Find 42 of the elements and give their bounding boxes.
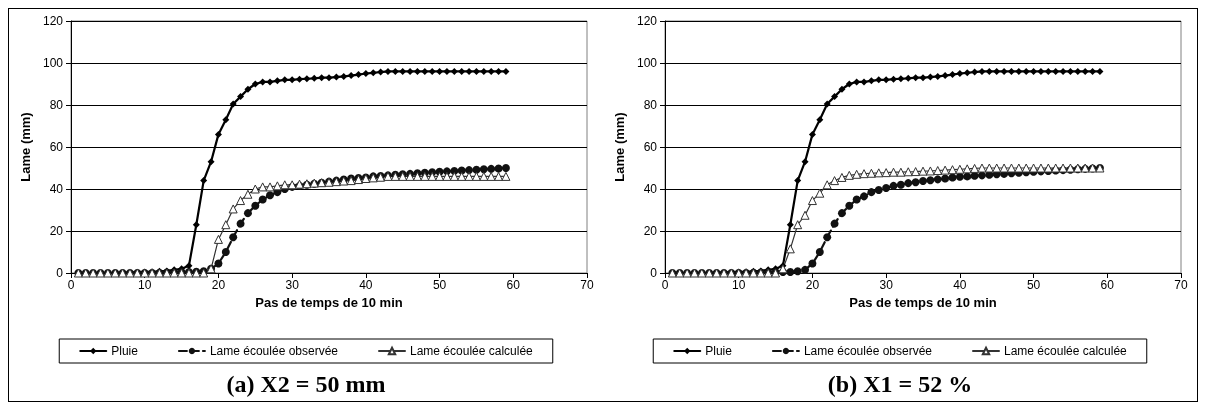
legend-label: Lame écoulée calculée — [1004, 344, 1128, 358]
x-tick-label: 0 — [661, 278, 669, 292]
x-tick-label: 70 — [1174, 278, 1188, 292]
x-tick-label: 60 — [1100, 278, 1115, 292]
text: (b) X1 = 52 % — [827, 371, 973, 397]
y-tick-label: 120 — [636, 14, 658, 28]
y-tick-label: 60 — [49, 140, 64, 154]
y-tick-label: 20 — [643, 224, 658, 238]
y-tick-label: 80 — [49, 98, 64, 112]
y-tick-label: 100 — [636, 56, 658, 70]
y-tick-label: 40 — [49, 182, 64, 196]
legend-label: Lame écoulée calculée — [410, 344, 534, 358]
legend-label: Pluie — [705, 344, 733, 358]
x-tick-label: 10 — [138, 278, 152, 292]
x-tick-label: 10 — [732, 278, 746, 292]
legend-label: Lame écoulée observée — [803, 344, 933, 358]
y-tick-label: 40 — [643, 182, 658, 196]
y-tick-label: 120 — [42, 14, 64, 28]
y-tick-label: 100 — [42, 56, 64, 70]
legend-label: Lame écoulée observée — [209, 344, 339, 358]
y-tick-label: 20 — [49, 224, 64, 238]
x-tick-label: 60 — [506, 278, 521, 292]
y-axis-title: Lame (mm) — [18, 112, 34, 182]
text: (a) X2 = 50 mm — [226, 371, 386, 397]
x-tick-label: 40 — [359, 278, 373, 292]
x-tick-label: 40 — [953, 278, 967, 292]
x-tick-label: 50 — [1026, 278, 1041, 292]
x-tick-label: 70 — [580, 278, 594, 292]
x-axis-title: Pas de temps de 10 min — [849, 294, 997, 310]
y-tick-label: 80 — [643, 98, 658, 112]
x-tick-label: 20 — [805, 278, 820, 292]
x-tick-label: 20 — [211, 278, 226, 292]
y-tick-label: 60 — [643, 140, 658, 154]
y-tick-label: 0 — [56, 266, 64, 280]
x-tick-label: 50 — [432, 278, 447, 292]
x-axis-title: Pas de temps de 10 min — [255, 294, 403, 310]
x-tick-label: 0 — [67, 278, 75, 292]
x-tick-label: 30 — [879, 278, 894, 292]
x-tick-label: 30 — [285, 278, 300, 292]
legend-label: Pluie — [111, 344, 139, 358]
y-tick-label: 0 — [650, 266, 658, 280]
y-axis-title: Lame (mm) — [612, 112, 628, 182]
